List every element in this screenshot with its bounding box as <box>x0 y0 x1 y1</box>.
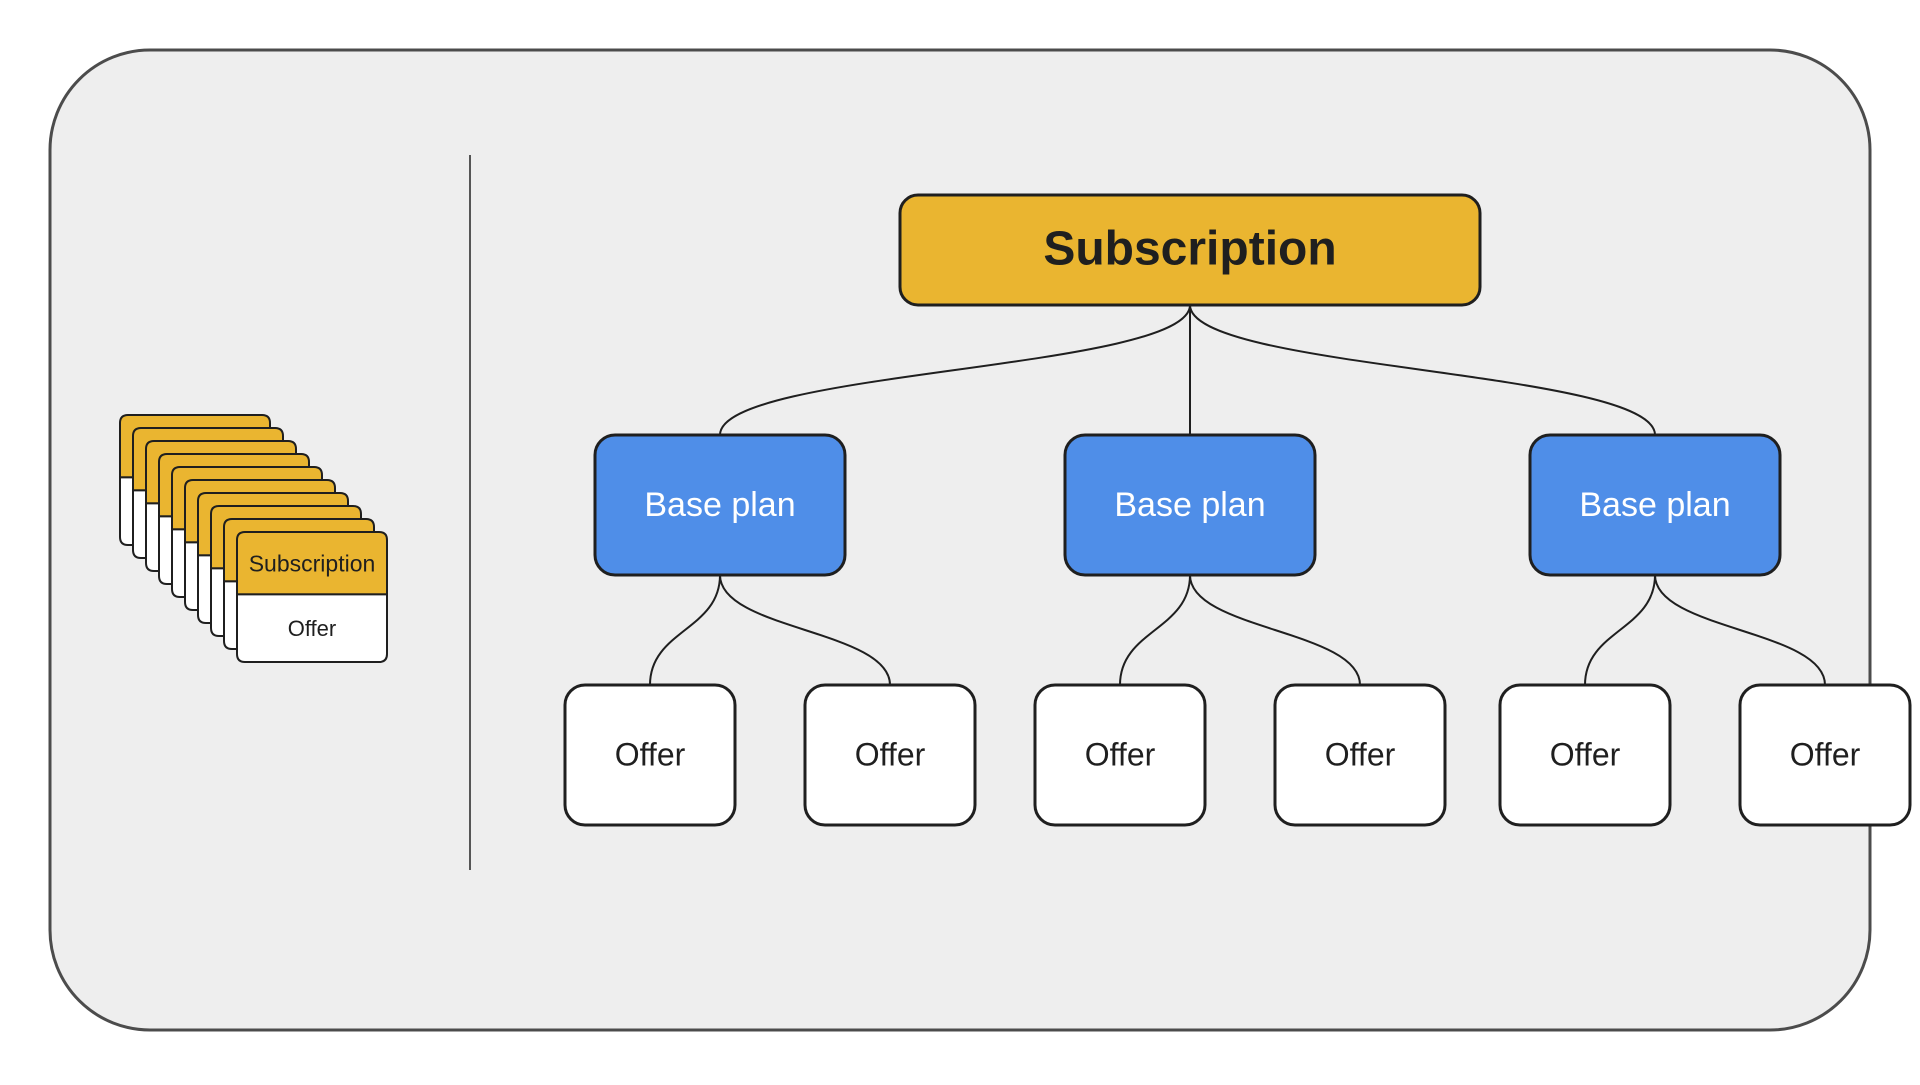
offer-node: Offer <box>1500 685 1670 825</box>
base-plan-node: Base plan <box>595 435 845 575</box>
offer-node-label: Offer <box>1550 736 1621 772</box>
stacked-card-bottom-label: Offer <box>288 616 337 641</box>
offer-node: Offer <box>565 685 735 825</box>
stacked-card-top-label: Subscription <box>249 550 376 576</box>
offer-node-label: Offer <box>615 736 686 772</box>
subscription-node-label: Subscription <box>1043 223 1336 276</box>
offer-node: Offer <box>1275 685 1445 825</box>
base-plan-node-label: Base plan <box>644 486 795 524</box>
offer-node: Offer <box>1740 685 1910 825</box>
subscription-hierarchy-diagram: Subscription Offer Subscription Base plan Ba… <box>0 0 1920 1080</box>
base-plan-node: Base plan <box>1065 435 1315 575</box>
offer-node: Offer <box>1035 685 1205 825</box>
offer-node-label: Offer <box>1085 736 1156 772</box>
offer-node-label: Offer <box>1790 736 1861 772</box>
base-plan-node: Base plan <box>1530 435 1780 575</box>
subscription-node: Subscription <box>900 195 1480 305</box>
offer-node: Offer <box>805 685 975 825</box>
offer-node-label: Offer <box>1325 736 1396 772</box>
offer-node-label: Offer <box>855 736 926 772</box>
base-plan-node-label: Base plan <box>1579 486 1730 524</box>
stacked-card: Subscription Offer <box>237 532 387 662</box>
base-plan-node-label: Base plan <box>1114 486 1265 524</box>
